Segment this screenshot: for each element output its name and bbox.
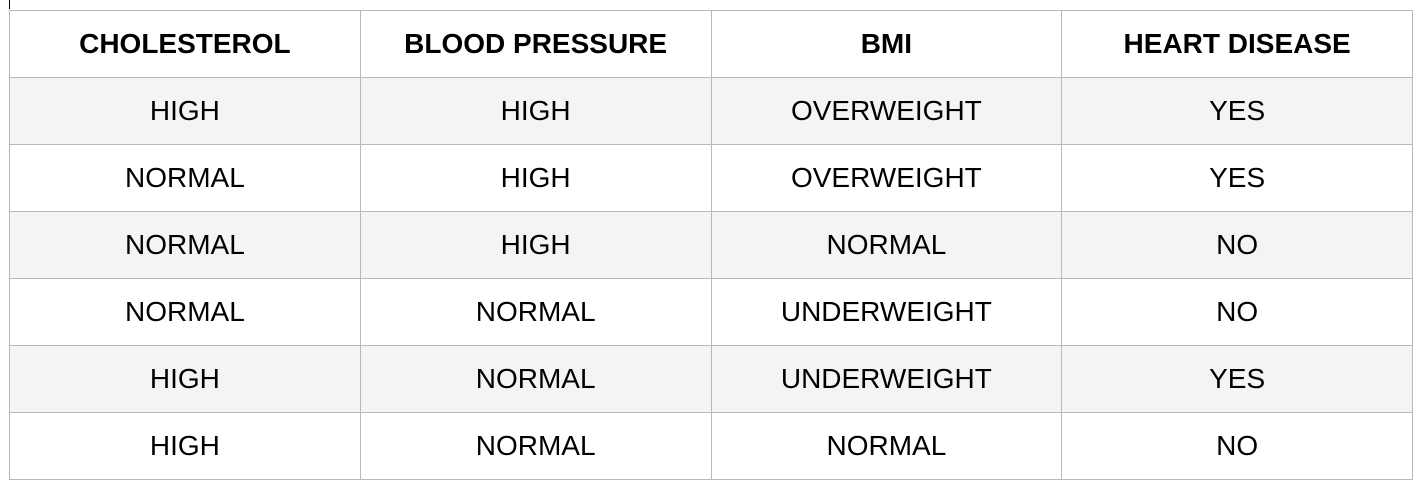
cell-heart-disease: YES [1061, 77, 1413, 145]
cell-cholesterol: HIGH [9, 345, 361, 413]
cell-blood-pressure: NORMAL [359, 412, 712, 480]
header-row: CHOLESTEROL BLOOD PRESSURE BMI HEART DIS… [9, 10, 1413, 78]
header-heart-disease: HEART DISEASE [1061, 10, 1413, 78]
cell-bmi: NORMAL [710, 211, 1063, 279]
cell-bmi: UNDERWEIGHT [710, 345, 1063, 413]
cell-cholesterol: NORMAL [9, 278, 361, 346]
table-row: HIGH NORMAL UNDERWEIGHT YES [9, 345, 1413, 413]
table-row: HIGH NORMAL NORMAL NO [9, 412, 1413, 480]
cell-bmi: UNDERWEIGHT [710, 278, 1063, 346]
header-blood-pressure: BLOOD PRESSURE [359, 10, 712, 78]
header-cholesterol: CHOLESTEROL [9, 10, 361, 78]
table-row: HIGH HIGH OVERWEIGHT YES [9, 77, 1413, 145]
heart-disease-table: CHOLESTEROL BLOOD PRESSURE BMI HEART DIS… [9, 10, 1413, 480]
cell-blood-pressure: NORMAL [359, 278, 712, 346]
table-header: CHOLESTEROL BLOOD PRESSURE BMI HEART DIS… [9, 10, 1413, 78]
table-row: NORMAL NORMAL UNDERWEIGHT NO [9, 278, 1413, 346]
cell-bmi: NORMAL [710, 412, 1063, 480]
table-row: NORMAL HIGH OVERWEIGHT YES [9, 144, 1413, 212]
text-cursor [9, 0, 10, 9]
cell-cholesterol: HIGH [9, 77, 361, 145]
cell-heart-disease: NO [1061, 412, 1413, 480]
cell-blood-pressure: HIGH [359, 144, 712, 212]
cell-cholesterol: NORMAL [9, 144, 361, 212]
cell-blood-pressure: HIGH [359, 77, 712, 145]
cell-cholesterol: NORMAL [9, 211, 361, 279]
cell-heart-disease: YES [1061, 144, 1413, 212]
table-body: HIGH HIGH OVERWEIGHT YES NORMAL HIGH OVE… [9, 77, 1413, 480]
cell-heart-disease: NO [1061, 211, 1413, 279]
cell-blood-pressure: NORMAL [359, 345, 712, 413]
cell-heart-disease: NO [1061, 278, 1413, 346]
table-row: NORMAL HIGH NORMAL NO [9, 211, 1413, 279]
cell-blood-pressure: HIGH [359, 211, 712, 279]
cell-bmi: OVERWEIGHT [710, 77, 1063, 145]
cell-cholesterol: HIGH [9, 412, 361, 480]
header-bmi: BMI [710, 10, 1063, 78]
cell-bmi: OVERWEIGHT [710, 144, 1063, 212]
cell-heart-disease: YES [1061, 345, 1413, 413]
